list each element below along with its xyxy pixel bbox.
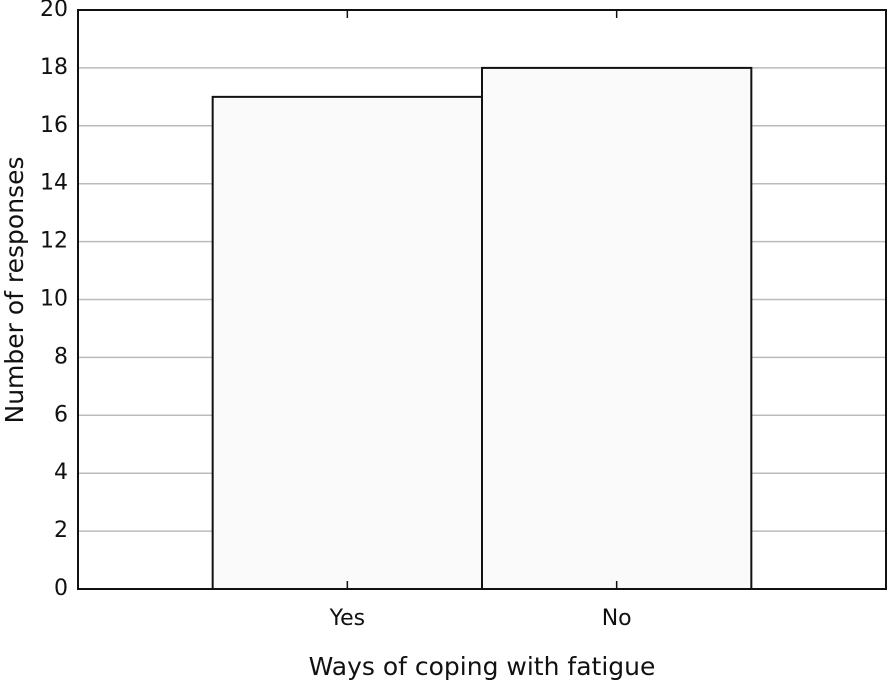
- x-tick-label: No: [602, 606, 632, 631]
- y-tick-label: 4: [54, 460, 68, 485]
- y-tick-label: 8: [54, 344, 68, 369]
- x-axis-label: Ways of coping with fatigue: [309, 652, 656, 681]
- y-tick-label: 10: [40, 287, 68, 312]
- y-tick-label: 12: [40, 229, 68, 254]
- y-tick-label: 2: [54, 518, 68, 543]
- y-tick-label: 18: [40, 55, 68, 80]
- y-axis-label: Number of responses: [0, 157, 29, 424]
- x-tick-label: Yes: [329, 606, 366, 631]
- bar: [211, 95, 484, 590]
- y-tick-label: 16: [40, 113, 68, 138]
- y-tick-label: 0: [54, 576, 68, 601]
- y-tick-label: 20: [40, 0, 68, 22]
- plot-frame: [77, 9, 887, 590]
- bar: [481, 66, 753, 590]
- y-tick-label: 14: [40, 171, 68, 196]
- y-tick-label: 6: [54, 402, 68, 427]
